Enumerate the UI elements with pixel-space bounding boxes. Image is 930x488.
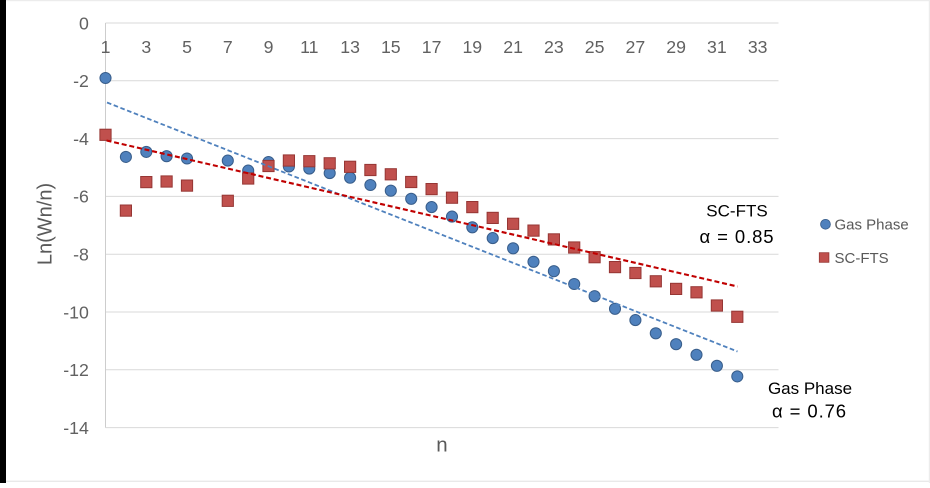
svg-text:11: 11 xyxy=(300,37,318,57)
svg-text:0: 0 xyxy=(79,13,89,33)
svg-text:α = 0.76: α = 0.76 xyxy=(772,400,847,421)
svg-text:3: 3 xyxy=(141,37,151,57)
svg-text:27: 27 xyxy=(626,37,646,57)
svg-text:Gas Phase: Gas Phase xyxy=(768,379,852,398)
svg-text:19: 19 xyxy=(462,37,482,57)
svg-text:5: 5 xyxy=(182,37,192,57)
svg-text:17: 17 xyxy=(422,37,442,57)
svg-text:α = 0.85: α = 0.85 xyxy=(700,226,775,247)
svg-text:SC-FTS: SC-FTS xyxy=(835,250,889,267)
svg-text:25: 25 xyxy=(585,37,605,57)
svg-text:-2: -2 xyxy=(73,71,89,91)
svg-text:21: 21 xyxy=(503,37,523,57)
svg-text:-12: -12 xyxy=(63,360,89,380)
svg-text:15: 15 xyxy=(381,37,401,57)
svg-text:9: 9 xyxy=(264,37,274,57)
svg-text:-14: -14 xyxy=(63,418,89,438)
svg-text:23: 23 xyxy=(544,37,564,57)
svg-text:-10: -10 xyxy=(63,302,89,322)
svg-text:1: 1 xyxy=(101,37,111,57)
svg-text:Ln(Wn/n): Ln(Wn/n) xyxy=(35,183,57,265)
svg-text:SC-FTS: SC-FTS xyxy=(706,202,767,221)
svg-text:Gas Phase: Gas Phase xyxy=(835,217,909,234)
svg-text:-4: -4 xyxy=(73,129,89,149)
svg-text:n: n xyxy=(436,433,447,456)
svg-text:31: 31 xyxy=(707,37,727,57)
svg-text:33: 33 xyxy=(748,37,768,57)
svg-text:7: 7 xyxy=(223,37,233,57)
svg-text:-8: -8 xyxy=(73,245,89,265)
svg-text:-6: -6 xyxy=(73,187,89,207)
svg-text:13: 13 xyxy=(340,37,360,57)
svg-text:29: 29 xyxy=(666,37,686,57)
